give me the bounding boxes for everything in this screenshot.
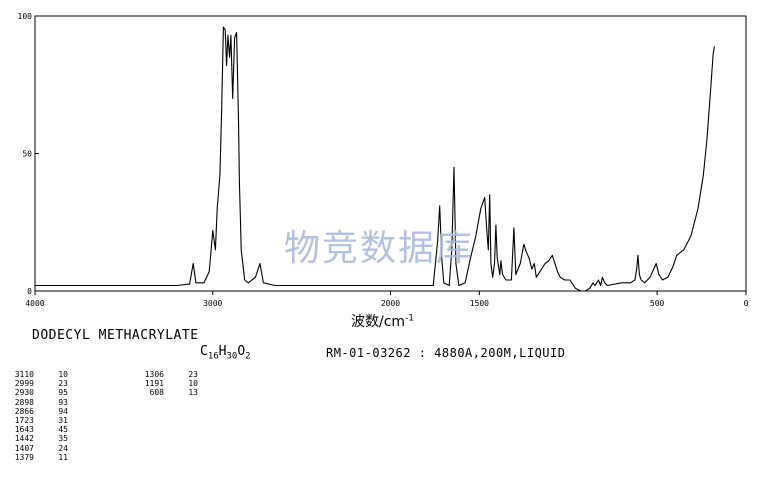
peak-intensity: 93 [58,397,68,407]
peak-intensity: 23 [58,379,68,389]
peak-wavenumber: 2898 [14,397,34,407]
peak-wavenumber: 1723 [14,416,34,426]
y-tick-label: 50 [22,150,32,159]
x-tick-label: 2000 [381,299,400,308]
peak-row: 2999 23 [6,379,68,388]
peak-intensity: 13 [188,388,198,398]
peak-wavenumber: 2930 [14,388,34,398]
x-tick-label: 4000 [25,299,44,308]
peak-row: 2866 94 [6,407,68,416]
x-tick-label: 500 [650,299,665,308]
watermark: 物竞数据库 [284,228,475,269]
peak-table-column-2: 1306 23 1191 10 608 13 [136,370,198,398]
peak-table-column-1: 3110 10 2999 23 2930 95 2898 93 2866 94 1723 31 1643… [6,370,68,462]
peak-wavenumber: 1643 [14,425,34,435]
peak-wavenumber: 1379 [14,452,34,462]
peak-row: 1723 31 [6,416,68,425]
peak-wavenumber: 1442 [14,434,34,444]
y-axis: 0 50 100 [18,12,39,296]
peak-intensity: 10 [188,379,198,389]
peak-row: 1191 10 [136,379,198,388]
peak-row: 1643 45 [6,425,68,434]
spectrum-id: RM-01-03262 : 4880A,200M,LIQUID [326,346,566,360]
peak-wavenumber: 608 [149,388,164,398]
peak-row: 1306 23 [136,370,198,379]
peak-intensity: 45 [58,425,68,435]
peak-wavenumber: 1191 [144,379,164,389]
peak-row: 3110 10 [6,370,68,379]
peak-wavenumber: 1306 [144,370,164,379]
peak-row: 2930 95 [6,388,68,397]
compound-name: DODECYL METHACRYLATE [32,328,199,343]
peak-intensity: 95 [58,388,68,398]
y-tick-label: 100 [18,12,33,21]
peak-intensity: 94 [58,406,68,416]
peak-wavenumber: 2999 [14,379,34,389]
peak-intensity: 35 [58,434,68,444]
peak-intensity: 24 [58,443,68,453]
peak-row: 1442 35 [6,434,68,443]
x-axis: 4000 3000 2000 1500 500 0 [25,291,749,308]
peak-row: 1379 11 [6,453,68,462]
peak-wavenumber: 3110 [14,370,34,379]
molecular-formula: C16H30O2 [200,344,251,362]
x-tick-label: 1500 [470,299,489,308]
spectrum-line-0 [35,26,715,292]
x-tick-label: 3000 [203,299,222,308]
x-tick-label: 0 [744,299,749,308]
x-axis-label: 波数/cm-1 [351,313,415,330]
peak-intensity: 23 [188,370,198,379]
peak-intensity: 31 [58,416,68,426]
y-tick-label: 0 [27,287,32,296]
series-group [35,26,715,292]
peak-row: 2898 93 [6,398,68,407]
peak-wavenumber: 2866 [14,406,34,416]
peak-row: 608 13 [136,388,198,397]
peak-intensity: 10 [58,370,68,379]
peak-wavenumber: 1407 [14,443,34,453]
peak-intensity: 11 [58,452,68,462]
peak-row: 1407 24 [6,444,68,453]
